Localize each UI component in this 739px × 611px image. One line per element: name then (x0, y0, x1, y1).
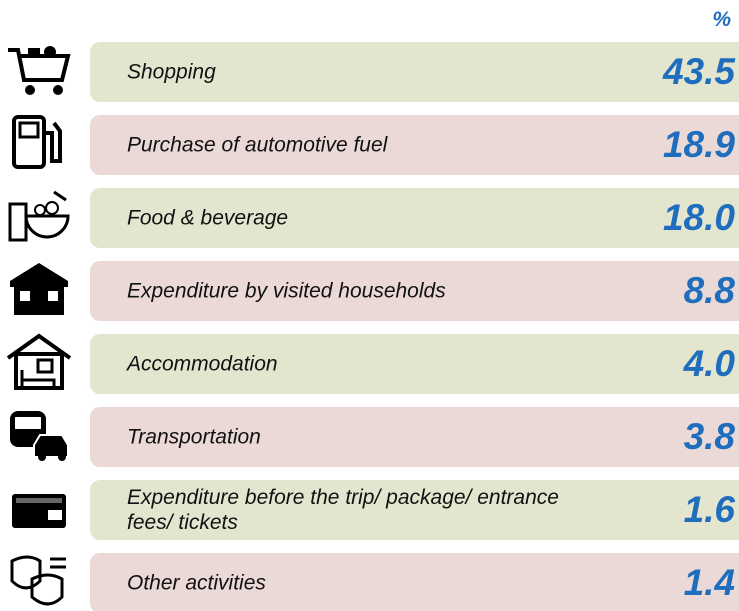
row-value: 8.8 (683, 270, 735, 311)
row-value: 43.5 (662, 51, 735, 92)
row-label: Accommodation (127, 352, 278, 376)
icon-transport (10, 411, 69, 461)
row-value: 3.8 (683, 416, 735, 457)
row-label: Other activities (127, 571, 266, 595)
icon-accommodation (6, 333, 72, 390)
icon-fuel (12, 115, 62, 169)
row: Other activities 1.4 (90, 553, 739, 611)
row: Shopping 43.5 (90, 42, 739, 102)
row-value: 1.4 (683, 562, 735, 603)
row-value: 18.9 (662, 124, 735, 165)
row-value: 4.0 (683, 343, 735, 384)
icon-wallet (12, 494, 66, 528)
unit-label: % (712, 8, 731, 31)
row: Transportation 3.8 (90, 407, 739, 467)
row-label: Food & beverage (127, 206, 289, 230)
icon-food (8, 190, 70, 242)
row: Accommodation 4.0 (90, 334, 739, 394)
row-label: Expenditure by visited households (127, 279, 446, 303)
row: Expenditure by visited households 8.8 (90, 261, 739, 321)
row-value: 1.6 (683, 489, 735, 530)
row-label: Shopping (127, 60, 216, 84)
icon-other (10, 555, 66, 606)
row-label: Purchase of automotive fuel (127, 133, 388, 157)
row: Expenditure before the trip/ package/ en… (90, 480, 739, 540)
icon-households (10, 263, 68, 315)
row-value: 18.0 (662, 197, 735, 238)
row: Food & beverage 18.0 (90, 188, 739, 248)
row: Purchase of automotive fuel 18.9 (90, 115, 739, 175)
row-label: Transportation (127, 425, 261, 449)
icon-shopping (8, 46, 71, 95)
row-label: Expenditure before the trip/ package/ en… (127, 486, 559, 534)
